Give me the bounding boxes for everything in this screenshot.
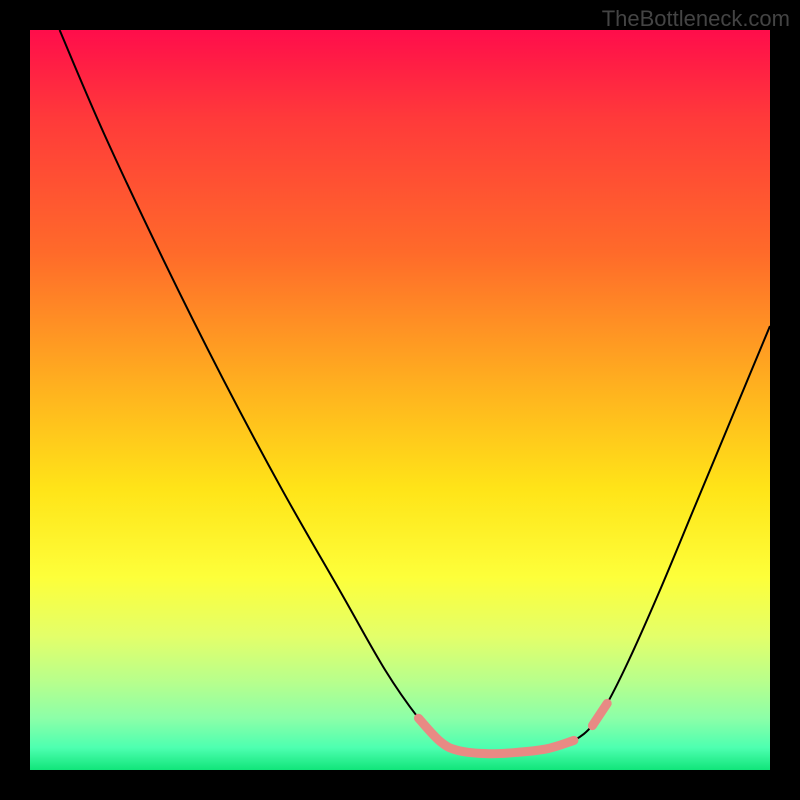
watermark-text: TheBottleneck.com [602,6,790,32]
gradient-background [30,30,770,770]
bottleneck-chart [30,30,770,770]
chart-svg [30,30,770,770]
